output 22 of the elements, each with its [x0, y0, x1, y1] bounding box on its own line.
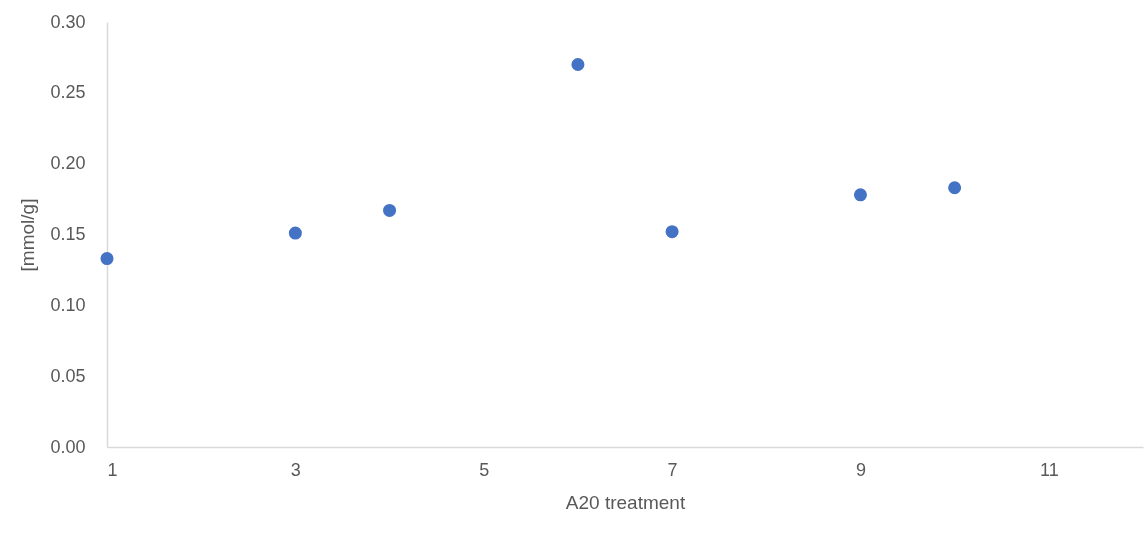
y-tick-label: 0.20	[50, 153, 86, 174]
y-tick-label: 0.25	[50, 82, 86, 103]
x-tick-label: 9	[855, 459, 866, 480]
point	[571, 57, 585, 72]
x-tick-label: 1	[107, 459, 118, 480]
x-tick-label: 11	[1039, 459, 1059, 480]
x-tick-label: 7	[667, 459, 678, 480]
y-axis-title: [mmol/g]	[17, 198, 39, 272]
point	[853, 188, 867, 202]
x-tick-label: 3	[290, 459, 301, 480]
point	[948, 181, 962, 195]
point	[665, 225, 679, 239]
point	[383, 203, 397, 217]
y-tick-label: 0.10	[50, 294, 86, 315]
x-axis-title: A20 treatment	[565, 491, 686, 513]
y-tick-label: 0.00	[50, 436, 86, 457]
y-tick-label: 0.05	[50, 365, 86, 386]
x-tick-label: 5	[479, 459, 490, 480]
y-tick-label: 0.30	[50, 11, 86, 32]
point	[288, 226, 302, 240]
y-tick-label: 0.15	[50, 224, 86, 244]
point	[100, 252, 114, 266]
